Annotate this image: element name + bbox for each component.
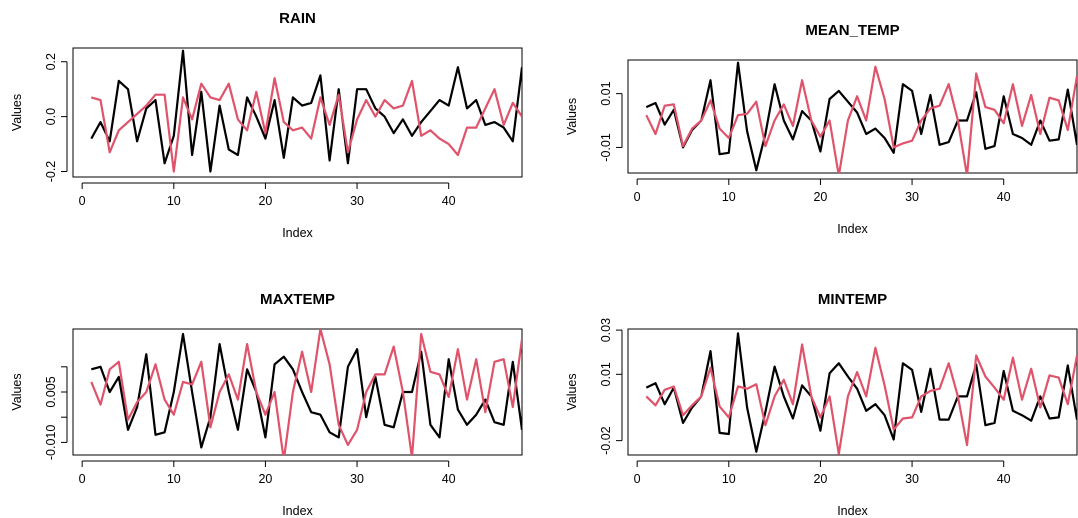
y-tick-label: 0.01 <box>599 81 613 105</box>
chart-panel-0: RAIN 0 10 20 30 40 -0.2 0.0 0.2 Index Values <box>10 10 523 240</box>
series-group <box>90 49 522 173</box>
series-group <box>645 61 1077 173</box>
chart-title: RAIN <box>279 10 316 27</box>
x-tick-label: 0 <box>79 194 86 208</box>
x-tick-label: 30 <box>905 472 919 486</box>
chart-panel-2: MAXTEMP 0 10 20 30 40 -0.010 0.005 Index Values <box>10 291 523 518</box>
x-tick-label: 30 <box>905 190 919 204</box>
x-tick-label: 0 <box>79 472 86 486</box>
series-line-0 <box>645 332 1077 453</box>
series-line-0 <box>645 61 1077 172</box>
x-tick-label: 20 <box>258 194 272 208</box>
series-line-1 <box>645 65 1077 173</box>
series-line-0 <box>90 49 522 173</box>
series-line-0 <box>91 332 522 449</box>
y-tick-label: 0.005 <box>44 376 58 407</box>
y-tick-label: -0.02 <box>599 426 613 455</box>
x-tick-label: 10 <box>722 190 736 204</box>
y-tick-label: -0.01 <box>599 133 613 162</box>
x-tick-label: 40 <box>442 472 456 486</box>
y-tick-label: 0.0 <box>44 108 58 125</box>
series-line-1 <box>90 329 522 455</box>
x-axis-label: Index <box>837 222 868 236</box>
y-tick-label: 0.01 <box>599 362 613 386</box>
x-axis-label: Index <box>282 504 313 518</box>
series-group <box>645 332 1077 455</box>
chart-title: MEAN_TEMP <box>805 22 899 39</box>
x-tick-label: 40 <box>997 472 1011 486</box>
y-axis-label: Values <box>10 94 24 131</box>
chart-panel-1: MEAN_TEMP 0 10 20 30 40 -0.01 0.01 Index Values <box>565 22 1078 236</box>
x-tick-label: 30 <box>350 472 364 486</box>
x-tick-label: 0 <box>634 472 641 486</box>
x-tick-label: 40 <box>997 190 1011 204</box>
plot-frame <box>72 328 523 456</box>
x-tick-label: 20 <box>258 472 272 486</box>
y-tick-label: -0.010 <box>44 425 58 460</box>
chart-title: MINTEMP <box>818 291 887 308</box>
series-line-1 <box>90 77 522 173</box>
y-axis-label: Values <box>10 373 24 410</box>
x-tick-label: 20 <box>813 190 827 204</box>
x-tick-label: 10 <box>167 472 181 486</box>
x-axis-label: Index <box>837 504 868 518</box>
x-tick-label: 10 <box>722 472 736 486</box>
x-tick-label: 0 <box>634 190 641 204</box>
x-tick-label: 40 <box>442 194 456 208</box>
y-tick-label: -0.2 <box>44 161 58 183</box>
y-axis-label: Values <box>565 373 579 410</box>
y-tick-label: 0.2 <box>44 53 58 70</box>
x-tick-label: 30 <box>350 194 364 208</box>
series-line-1 <box>645 343 1077 455</box>
y-axis-label: Values <box>565 98 579 135</box>
y-tick-label: 0.03 <box>599 318 613 342</box>
plot-frame <box>627 328 1078 456</box>
x-axis-label: Index <box>282 226 313 240</box>
plot-frame <box>627 59 1078 174</box>
x-tick-label: 20 <box>813 472 827 486</box>
x-tick-label: 10 <box>167 194 181 208</box>
chart-panel-3: MINTEMP 0 10 20 30 40 -0.02 0.01 0.03 Index Values <box>565 291 1078 518</box>
series-group <box>90 329 522 455</box>
chart-title: MAXTEMP <box>260 291 335 308</box>
plot-frame <box>72 47 523 178</box>
